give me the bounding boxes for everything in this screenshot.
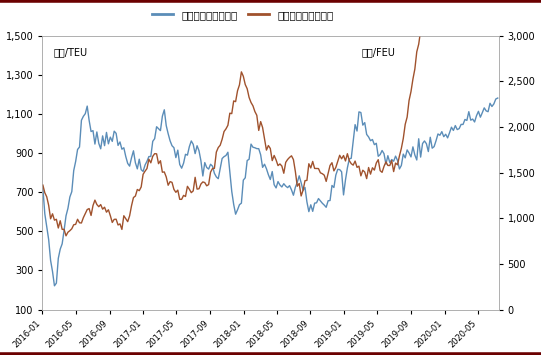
Legend: 欧洲线运价（左轴）, 美西线运价（右轴）: 欧洲线运价（左轴）, 美西线运价（右轴） [148,6,338,24]
Text: 美元/FEU: 美元/FEU [362,47,395,57]
Line: 美西线运价（右轴）: 美西线运价（右轴） [43,0,498,236]
Text: 美元/TEU: 美元/TEU [54,47,88,57]
Line: 欧洲线运价（左轴）: 欧洲线运价（左轴） [43,98,498,286]
